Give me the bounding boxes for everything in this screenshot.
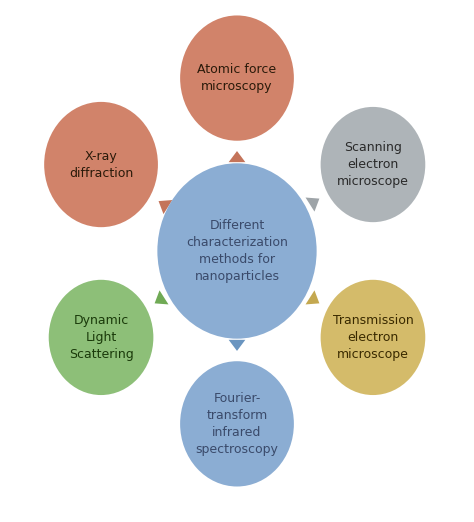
Circle shape xyxy=(44,102,158,227)
Circle shape xyxy=(180,361,294,487)
Text: Fourier-
transform
infrared
spectroscopy: Fourier- transform infrared spectroscopy xyxy=(196,392,278,456)
Text: X-ray
diffraction: X-ray diffraction xyxy=(69,149,133,180)
FancyArrowPatch shape xyxy=(159,200,173,214)
Circle shape xyxy=(320,280,425,395)
Text: Atomic force
microscopy: Atomic force microscopy xyxy=(198,63,276,93)
Text: Scanning
electron
microscope: Scanning electron microscope xyxy=(337,141,409,188)
FancyArrowPatch shape xyxy=(228,340,246,351)
Text: Different
characterization
methods for
nanoparticles: Different characterization methods for n… xyxy=(186,219,288,283)
Circle shape xyxy=(320,107,425,222)
FancyArrowPatch shape xyxy=(306,290,319,304)
FancyArrowPatch shape xyxy=(228,151,246,162)
FancyArrowPatch shape xyxy=(306,197,319,211)
Text: Dynamic
Light
Scattering: Dynamic Light Scattering xyxy=(69,314,133,361)
Circle shape xyxy=(49,280,154,395)
Circle shape xyxy=(157,163,317,339)
FancyArrowPatch shape xyxy=(155,290,168,304)
Text: Transmission
electron
microscope: Transmission electron microscope xyxy=(333,314,413,361)
Circle shape xyxy=(180,16,294,141)
